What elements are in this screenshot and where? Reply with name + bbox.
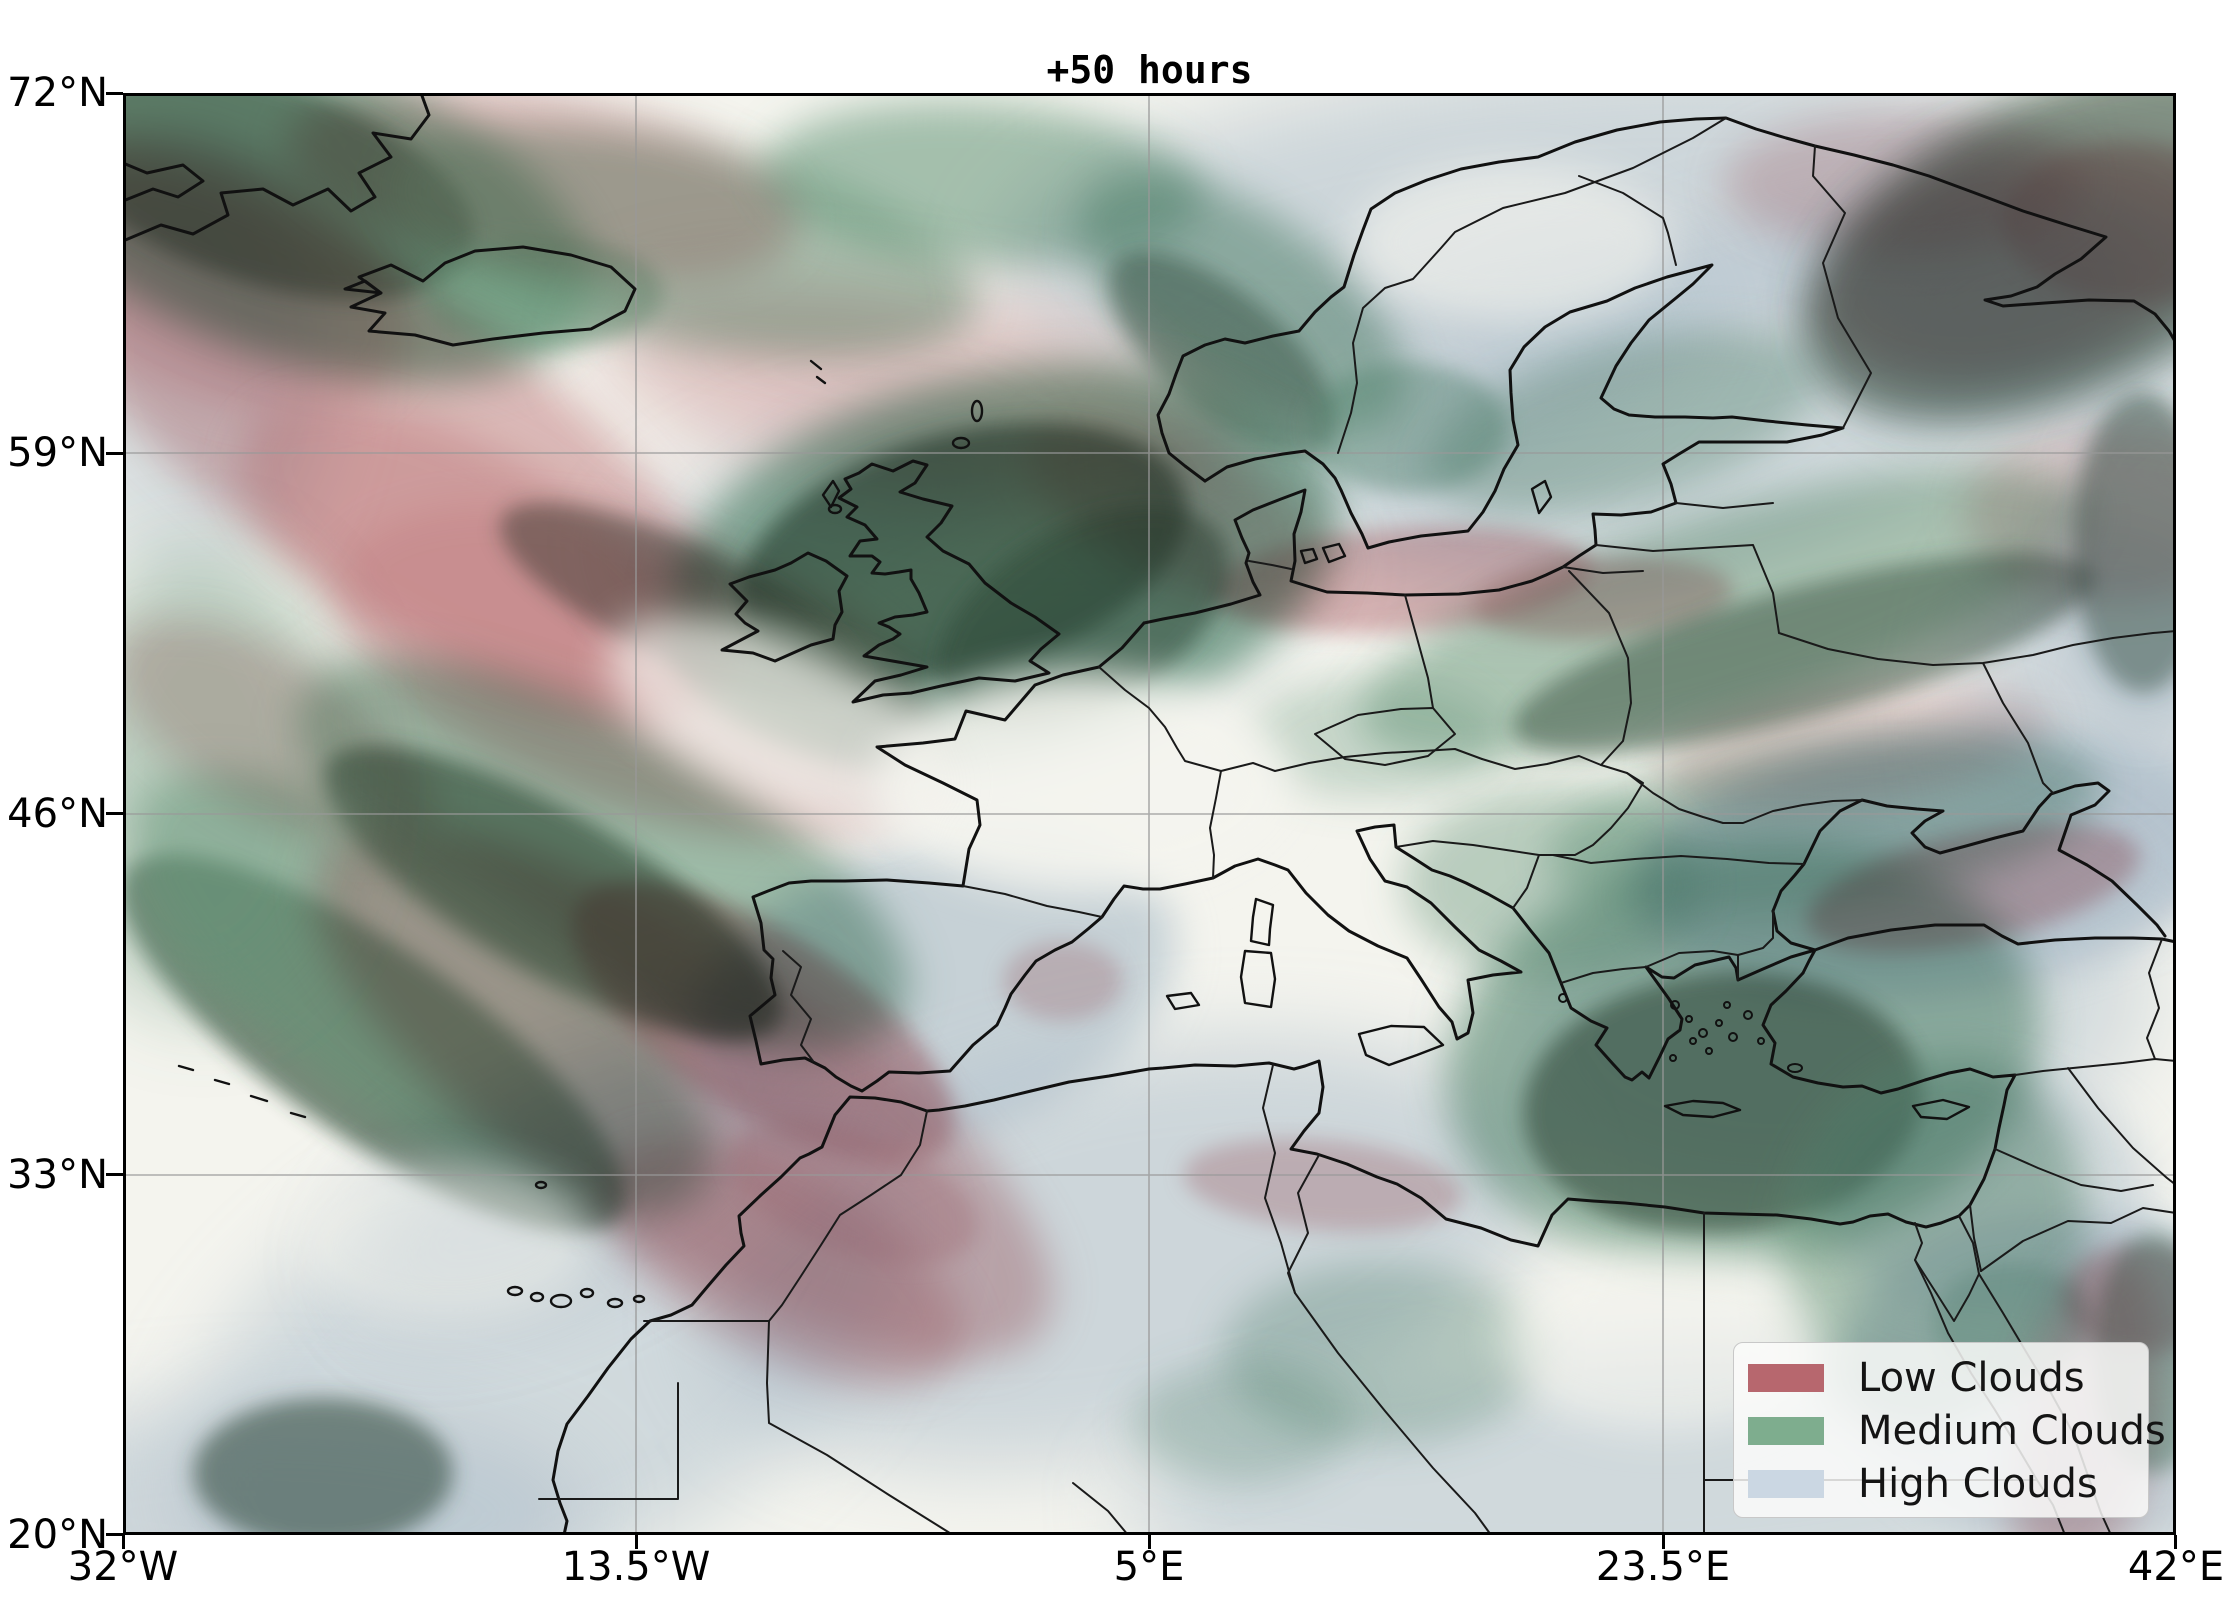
y-tick-label: 59°N [7, 430, 108, 476]
lewis [821, 479, 841, 509]
black-sea-north-coast [1771, 781, 2167, 938]
norway-coast [1156, 116, 2176, 483]
y-tick-mark [106, 452, 123, 455]
faroe-islands [809, 359, 827, 385]
x-tick-mark [1662, 1535, 1665, 1549]
legend-label: High Clouds [1858, 1460, 2098, 1507]
x-tick-label: 32°W [67, 1544, 179, 1590]
canary-island [579, 1287, 595, 1299]
great-britain-coast [837, 459, 1061, 704]
baltic-coast [1142, 263, 1845, 625]
border-sweden-finland [1578, 175, 1677, 266]
border-syria-iraq [2067, 1067, 2176, 1186]
azores [177, 1064, 307, 1119]
border-romania-ukraine [1626, 772, 1863, 824]
canary-island [506, 1285, 524, 1297]
border-libya-southwest [1287, 1154, 1492, 1535]
bosphorus-strait [1801, 948, 1817, 975]
border-belarus-russia [1778, 630, 2176, 794]
map-figure [123, 93, 2176, 1535]
border-balkan-inner [1395, 840, 1774, 984]
canary-island [606, 1297, 624, 1309]
x-tick-label: 42°E [2127, 1544, 2225, 1590]
border-france-germany [1098, 666, 1222, 772]
lead-time-label: +50 hours [1046, 48, 1253, 92]
shetland [970, 399, 984, 423]
border-alps-austria [1220, 748, 1483, 772]
gotland [1530, 479, 1553, 515]
islands [177, 359, 1971, 1309]
mallorca [1165, 991, 1201, 1011]
canary-island [529, 1291, 545, 1303]
x-tick-mark [1148, 1535, 1151, 1549]
legend-label: Medium Clouds [1858, 1407, 2166, 1454]
border-west-africa [1072, 1482, 1129, 1535]
y-tick-label: 20°N [7, 1512, 108, 1558]
legend-item-medium: Medium Clouds [1734, 1404, 2166, 1457]
sicily [1357, 1024, 1445, 1067]
border-israel-jordan [1969, 1204, 1982, 1272]
y-tick-mark [106, 1173, 123, 1176]
border-germany-poland [1404, 594, 1434, 709]
corsica [1249, 897, 1275, 947]
border-western-sahara [538, 1320, 954, 1535]
low-clouds-swatch [1748, 1363, 1824, 1392]
border-tunisia-algeria [1262, 1064, 1296, 1294]
aegean-islands [1558, 993, 1803, 1073]
iceland-coast [343, 245, 637, 347]
greenland-coast [123, 93, 431, 243]
graticule [123, 93, 2176, 1535]
map-border [123, 93, 2176, 1535]
legend: Low Clouds Medium Clouds High Clouds [1733, 1342, 2166, 1518]
orkney [951, 436, 971, 450]
x-tick-mark [635, 1535, 638, 1549]
border-denmark-germany [1248, 560, 1292, 570]
canary-island [549, 1293, 573, 1309]
border-czechia [1314, 707, 1456, 766]
border-norway-sweden [1337, 117, 1727, 454]
y-tick-label: 33°N [7, 1152, 108, 1198]
border-france-italy [1209, 770, 1222, 879]
legend-item-low: Low Clouds [1734, 1351, 2148, 1404]
border-poland-east [1568, 570, 1632, 766]
y-tick-mark [106, 1533, 123, 1536]
legend-label: Low Clouds [1858, 1354, 2085, 1401]
border-turkey-east [2014, 938, 2176, 1076]
sardinia [1239, 949, 1277, 1009]
border-finland-russia [1812, 145, 1872, 429]
crete [1663, 1099, 1742, 1119]
medium-clouds-swatch [1748, 1416, 1824, 1445]
canary-island [632, 1294, 646, 1304]
y-tick-label: 72°N [7, 70, 108, 116]
y-tick-mark [106, 92, 123, 95]
ireland-coast [720, 551, 849, 663]
anatolia-levant-africa-coast [551, 971, 2017, 1535]
x-tick-label: 13.5°W [561, 1544, 711, 1590]
border-france-spain [962, 885, 1103, 918]
high-clouds-swatch [1748, 1469, 1824, 1498]
legend-item-high: High Clouds [1734, 1457, 2148, 1510]
border-spain-portugal [782, 950, 814, 1062]
y-tick-label: 46°N [7, 791, 108, 837]
border-baltics [1562, 502, 1780, 634]
sinai-coast [1914, 1215, 1980, 1322]
y-tick-mark [106, 812, 123, 815]
skye [827, 503, 843, 515]
border-jordan-saudi [1980, 1148, 2176, 1272]
funen [1299, 547, 1319, 565]
zealand [1321, 542, 1347, 564]
cyprus [1911, 1098, 1971, 1121]
x-tick-label: 23.5°E [1595, 1544, 1731, 1590]
x-tick-mark [122, 1535, 125, 1549]
x-tick-label: 5°E [1113, 1544, 1185, 1590]
border-morocco-algeria [768, 1110, 928, 1322]
cloud-layer-medium [123, 93, 2176, 1535]
country-borders [538, 117, 2176, 1535]
x-tick-mark [2174, 1535, 2177, 1549]
black-sea-west-coast [1771, 909, 1817, 952]
greenland-coast [123, 161, 205, 203]
madeira [534, 1180, 548, 1190]
